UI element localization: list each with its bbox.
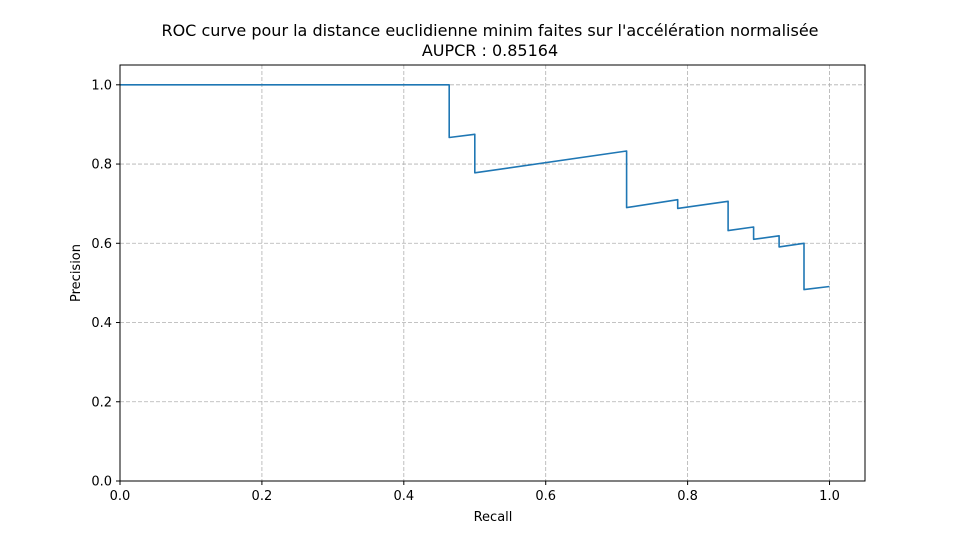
y-tick-label: 0.6 <box>91 237 112 252</box>
chart-title: ROC curve pour la distance euclidienne m… <box>161 21 818 40</box>
y-tick-label: 0.8 <box>91 158 112 173</box>
x-tick-label: 0.6 <box>535 489 556 504</box>
y-axis: 0.0 0.2 0.4 0.6 0.8 1.0 <box>91 78 120 490</box>
plot-area-frame <box>119 64 866 482</box>
x-tick-label: 0.4 <box>393 489 414 504</box>
y-tick-label: 1.0 <box>91 78 112 93</box>
y-tick-label: 0.2 <box>91 395 112 410</box>
y-tick-label: 0.4 <box>91 316 112 331</box>
grid <box>119 65 865 482</box>
y-tick-label: 0.0 <box>91 475 112 490</box>
chart-subtitle: AUPCR : 0.85164 <box>422 41 558 60</box>
x-tick-label: 0.8 <box>677 489 698 504</box>
pr-curve-line <box>120 84 830 291</box>
x-tick-label: 0.0 <box>110 489 131 504</box>
x-tick-label: 0.2 <box>252 489 273 504</box>
y-axis-label: Precision <box>69 244 84 302</box>
series-layer <box>120 84 830 291</box>
x-tick-label: 1.0 <box>819 489 840 504</box>
x-axis-label: Recall <box>474 510 513 525</box>
x-axis: 0.0 0.2 0.4 0.6 0.8 1.0 <box>110 481 840 504</box>
